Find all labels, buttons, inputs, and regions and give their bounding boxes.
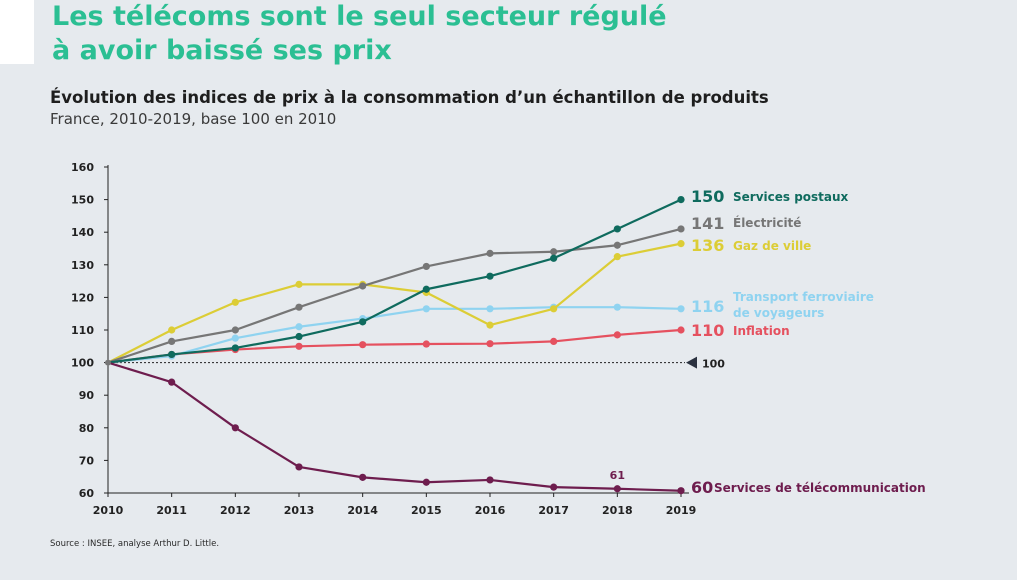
data-point [613,225,621,233]
y-tick-label: 130 [71,259,94,272]
reference-arrow-icon [686,356,697,369]
data-point [295,323,303,331]
y-tick-label: 120 [71,291,94,304]
data-annotation: 61 [610,469,625,482]
data-point [677,326,685,334]
series-end-value: 60 [691,478,713,497]
x-tick-label: 2016 [475,504,506,517]
data-point [231,344,239,352]
series-line [107,328,682,364]
data-point [486,272,494,280]
y-tick-label: 110 [71,324,94,337]
data-point [422,478,430,486]
data-point [613,253,621,261]
series-label: Transport ferroviaire [733,290,874,304]
y-tick-label: 90 [79,389,95,402]
data-point [231,298,239,306]
series-label: Gaz de ville [733,239,811,253]
headline: Les télécoms sont le seul secteur régulé… [52,0,752,68]
y-tick-label: 160 [71,161,94,174]
y-tick-label: 150 [71,194,94,207]
series-line [107,361,682,492]
data-point [359,318,367,326]
series-end-value: 110 [691,321,724,340]
data-point [422,305,430,313]
y-tick-label: 80 [79,422,95,435]
data-point [359,341,367,349]
data-point [168,337,176,346]
data-point [613,241,621,249]
series-end-value: 150 [691,187,724,206]
data-point [486,305,494,313]
data-point [550,254,558,262]
data-point [613,303,621,311]
data-point [677,240,685,248]
series-line [107,227,682,364]
y-tick-label: 60 [79,487,95,500]
series-label: Services de télécommunication [714,481,926,495]
series-end-value: 141 [691,214,724,233]
y-tick-label: 70 [79,454,95,467]
series-end-value: 136 [691,236,724,255]
data-point [677,305,685,313]
x-tick-label: 2015 [411,504,442,517]
data-point [550,337,558,346]
white-tab-decoration [0,0,34,64]
data-point [613,331,621,339]
data-point [677,487,685,495]
chart-subtitle: Évolution des indices de prix à la conso… [50,88,769,107]
data-point [486,321,494,329]
x-tick-label: 2018 [602,504,633,517]
x-tick-label: 2014 [347,504,378,517]
data-point [422,340,430,348]
data-point [359,473,367,481]
x-tick-label: 2012 [220,504,251,517]
data-point [295,463,303,471]
series-label: Services postaux [733,190,849,204]
x-tick-label: 2017 [538,504,569,517]
data-point [613,485,621,493]
data-point [677,225,685,233]
data-point [295,280,303,288]
data-point [168,378,176,386]
data-point [550,483,558,491]
data-point [422,262,430,271]
data-point [359,282,367,290]
x-tick-label: 2011 [156,504,187,517]
data-point [231,334,239,342]
data-point [168,350,176,359]
data-point [550,248,558,256]
data-point [168,326,176,334]
data-point [422,285,430,293]
data-point [677,196,685,204]
series-line [107,306,682,364]
data-point [550,305,558,313]
data-point [295,332,303,341]
x-tick-label: 2019 [666,504,697,517]
data-point [231,326,239,334]
data-point [486,249,494,257]
data-point [486,340,494,348]
x-tick-label: 2010 [93,504,124,517]
data-point [231,424,239,432]
data-point [486,476,494,484]
chart-description: France, 2010-2019, base 100 en 2010 [50,110,337,128]
series-line [107,198,682,364]
x-tick-label: 2013 [284,504,315,517]
y-tick-label: 100 [71,357,94,370]
data-point [295,342,303,350]
headline-line-2: à avoir baissé ses prix [52,35,392,66]
source-note: Source : INSEE, analyse Arthur D. Little… [50,539,220,549]
series-line [107,242,682,364]
series-end-value: 116 [691,297,724,316]
reference-line-label: 100 [702,358,725,371]
origin-point [105,359,111,366]
series-label: de voyageurs [733,306,824,320]
series-label: Électricité [733,215,801,230]
headline-line-1: Les télécoms sont le seul secteur régulé [52,1,667,32]
data-point [295,303,303,311]
series-label: Inflation [733,324,790,338]
y-tick-label: 140 [71,226,94,239]
